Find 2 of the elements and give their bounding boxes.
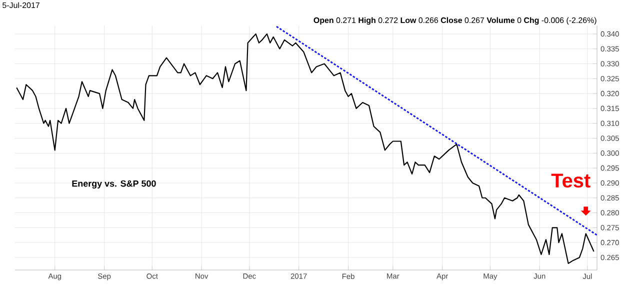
annotation: Energy vs. S&P 500 xyxy=(72,180,156,189)
annotation: Test xyxy=(551,174,590,188)
